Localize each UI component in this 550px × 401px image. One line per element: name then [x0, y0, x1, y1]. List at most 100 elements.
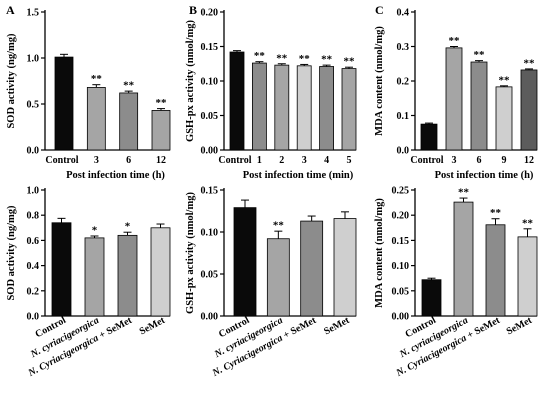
bar-2: [117, 234, 138, 317]
y-axis-label: SOD activity (ng/mg): [6, 205, 17, 301]
x-tick-label: 4: [324, 155, 329, 166]
significance-label: *: [125, 221, 131, 233]
bar-2: [119, 92, 139, 151]
y-tick-label: 0.0: [27, 146, 40, 157]
bar-0: [54, 56, 74, 151]
significance-label: **: [490, 207, 502, 219]
chart-panel-3: C 0.0 0.1 0.2 0.3 0.4 MDA content (nmol/mg) Con…: [374, 3, 538, 181]
y-tick-label: 0.15: [392, 236, 410, 247]
y-tick-label: 0.8: [27, 211, 40, 222]
y-tick-label: 0.10: [201, 228, 219, 239]
x-tick-label: 3: [94, 155, 99, 166]
bar-1: [266, 238, 290, 317]
bar-3: [517, 236, 538, 317]
y-tick-label: 0.1: [397, 111, 410, 122]
panel-letter: C: [375, 3, 384, 17]
chart-panel-6: 0.00 0.05 0.10 0.15 0.20 0.25 MDA content (nmo…: [374, 186, 538, 379]
bar-4: [319, 66, 335, 151]
x-tick-label-rest: + SeMet: [463, 315, 502, 343]
y-tick-label: 0.25: [392, 186, 410, 197]
significance-label: **: [499, 74, 511, 86]
bar-3: [296, 65, 312, 151]
bar-1: [453, 201, 474, 317]
bar-3: [150, 227, 171, 317]
x-tick-label: Control: [45, 155, 78, 166]
significance-label: **: [254, 50, 266, 62]
bar-2: [300, 220, 324, 317]
significance-label: **: [321, 54, 333, 66]
significance-label: **: [474, 49, 486, 61]
bar-4: [520, 69, 538, 151]
chart-panel-5: 0.00 0.05 0.10 0.15 GSH-px activity (nmol/mg…: [185, 186, 357, 379]
significance-label: **: [449, 35, 461, 47]
x-axis-label: Post infection time (h): [66, 170, 165, 181]
y-axis-label: MDA content (nmol/mg): [374, 198, 385, 308]
bar-0: [421, 279, 442, 317]
significance-label: **: [123, 80, 135, 92]
y-tick-label: 1.0: [27, 186, 40, 197]
bar-2: [485, 224, 506, 317]
x-tick-label: 3: [452, 155, 457, 166]
y-tick-label: 0.0: [27, 312, 40, 323]
x-tick-label: 9: [502, 155, 507, 166]
x-tick-label: SeMet: [138, 315, 168, 338]
x-tick-label: 12: [524, 155, 534, 166]
x-tick-label: 12: [156, 155, 166, 166]
chart-panel-2: B 0.00 0.05 0.10 0.15 0.20 GSH-px activity (nm…: [185, 3, 357, 181]
bar-0: [51, 222, 72, 317]
chart-panel-1: A 0.0 0.5 1.0 1.5 SOD activity (ng/mg) Control…: [6, 3, 171, 181]
bar-5: [341, 68, 357, 151]
y-tick-label: 0.2: [27, 286, 40, 297]
x-tick-label-rest: + SeMet: [279, 315, 318, 343]
x-tick-label: SeMet: [322, 315, 352, 338]
x-axis-label: Post infection time (min): [243, 170, 354, 181]
y-tick-label: 0.15: [201, 42, 219, 53]
y-axis-label: MDA content (nmol/mg): [374, 26, 385, 136]
x-tick-label: SeMet: [505, 315, 535, 338]
bar-2: [274, 64, 290, 151]
x-tick-label: 5: [347, 155, 352, 166]
significance-label: **: [273, 220, 285, 232]
x-tick-label: 1: [257, 155, 262, 166]
y-tick-label: 0.10: [201, 77, 219, 88]
bar-3: [151, 110, 171, 151]
y-tick-label: 0.20: [201, 8, 219, 19]
y-tick-label: 0.15: [201, 186, 219, 197]
bar-0: [420, 123, 438, 151]
x-tick-label-rest: + SeMet: [95, 315, 134, 343]
y-axis-label: GSH-px activity (nmol/mg): [185, 192, 196, 314]
y-tick-label: 0.4: [27, 261, 40, 272]
panel-letter: B: [189, 3, 197, 17]
y-axis-label: SOD activity (ng/mg): [6, 33, 17, 129]
y-tick-label: 0.10: [392, 261, 410, 272]
panel-letter: A: [6, 3, 15, 17]
bar-1: [86, 87, 106, 151]
y-tick-label: 0.00: [392, 312, 410, 323]
y-tick-label: 1.5: [27, 8, 40, 19]
y-tick-label: 0.3: [397, 42, 410, 53]
significance-label: **: [458, 187, 470, 199]
y-axis-label: GSH-px activity (nmol/mg): [185, 20, 196, 142]
bar-3: [495, 86, 513, 151]
bar-0: [229, 51, 245, 151]
y-tick-label: 0.2: [397, 77, 410, 88]
significance-label: **: [522, 217, 534, 229]
y-tick-label: 0.5: [27, 100, 40, 111]
bar-2: [470, 61, 488, 151]
y-tick-label: 0.00: [201, 312, 219, 323]
x-axis-label: Post infection time (h): [435, 170, 534, 181]
y-tick-label: 0.05: [392, 286, 410, 297]
significance-label: **: [299, 53, 311, 65]
bar-1: [84, 237, 105, 317]
x-tick-label: 3: [302, 155, 307, 166]
significance-label: **: [91, 73, 103, 85]
y-tick-label: 0.05: [201, 270, 219, 281]
y-tick-label: 0.4: [397, 8, 410, 19]
y-tick-label: 1.0: [27, 54, 40, 65]
bar-1: [251, 62, 267, 151]
bar-1: [445, 47, 463, 151]
y-tick-label: 0.05: [201, 111, 219, 122]
bar-3: [333, 218, 357, 317]
